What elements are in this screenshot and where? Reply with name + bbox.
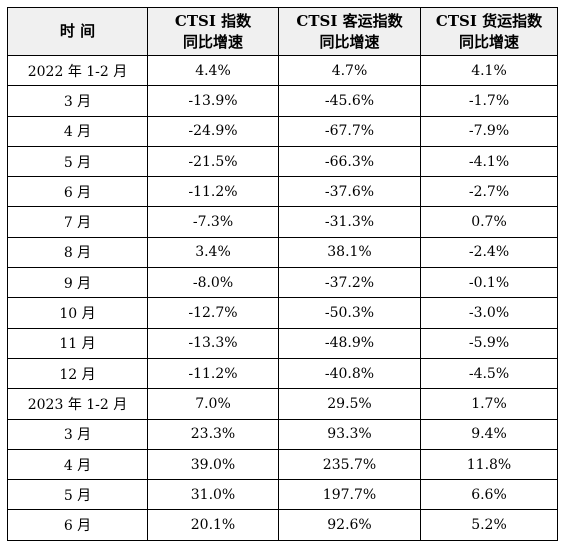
cell-passenger-growth: 92.6% <box>278 509 421 541</box>
cell-ctsi-index-growth: 3.4% <box>147 236 279 269</box>
cell-freight-growth: -4.1% <box>420 145 558 178</box>
cell-period: 3 月 <box>7 418 148 450</box>
cell-passenger-growth: -67.7% <box>278 115 421 147</box>
cell-ctsi-index-growth: 23.3% <box>147 418 279 450</box>
header-ctsi-freight: CTSI 货运指数 同比增速 <box>420 7 558 56</box>
cell-freight-growth: 6.6% <box>420 479 558 511</box>
table-row: 8 月 3.4% 38.1% -2.4% <box>7 236 558 269</box>
cell-passenger-growth: 93.3% <box>278 418 421 450</box>
cell-freight-growth: 0.7% <box>420 206 558 238</box>
cell-ctsi-index-growth: -13.3% <box>147 327 279 359</box>
table-row: 5 月 -21.5% -66.3% -4.1% <box>7 145 558 178</box>
cell-passenger-growth: 4.7% <box>278 54 421 87</box>
table-row: 11 月 -13.3% -48.9% -5.9% <box>7 327 558 359</box>
table-row: 4 月 39.0% 235.7% 11.8% <box>7 448 558 481</box>
cell-freight-growth: 1.7% <box>420 388 558 420</box>
cell-ctsi-index-growth: 4.4% <box>147 54 279 87</box>
header-ctsi-index-line1: CTSI 指数 <box>174 11 252 30</box>
table-row: 6 月 -11.2% -37.6% -2.7% <box>7 176 558 208</box>
header-ctsi-index-line2: 同比增速 <box>182 32 243 51</box>
cell-ctsi-index-growth: -8.0% <box>147 267 279 299</box>
cell-freight-growth: 9.4% <box>420 418 558 450</box>
cell-ctsi-index-growth: -11.2% <box>147 357 279 390</box>
cell-period: 9 月 <box>7 267 148 299</box>
cell-ctsi-index-growth: -24.9% <box>147 115 279 147</box>
cell-passenger-growth: -48.9% <box>278 327 421 359</box>
table-row: 3 月 23.3% 93.3% 9.4% <box>7 418 558 450</box>
cell-ctsi-index-growth: 20.1% <box>147 509 279 541</box>
header-ctsi-passenger-line2: 同比增速 <box>319 32 380 51</box>
cell-ctsi-index-growth: 31.0% <box>147 479 279 511</box>
header-ctsi-index: CTSI 指数 同比增速 <box>147 7 279 56</box>
cell-period: 3 月 <box>7 85 148 117</box>
cell-freight-growth: -0.1% <box>420 267 558 299</box>
ctsi-growth-table: 时 间 CTSI 指数 同比增速 CTSI 客运指数 同比增速 CTSI 货运指… <box>7 7 558 541</box>
cell-period: 11 月 <box>7 327 148 359</box>
cell-passenger-growth: -40.8% <box>278 357 421 390</box>
cell-passenger-growth: -45.6% <box>278 85 421 117</box>
header-ctsi-freight-line2: 同比增速 <box>458 32 519 51</box>
cell-freight-growth: 11.8% <box>420 448 558 481</box>
cell-period: 4 月 <box>7 448 148 481</box>
cell-passenger-growth: 38.1% <box>278 236 421 269</box>
cell-freight-growth: -2.4% <box>420 236 558 269</box>
table-row: 4 月 -24.9% -67.7% -7.9% <box>7 115 558 147</box>
cell-ctsi-index-growth: -7.3% <box>147 206 279 238</box>
table-header: 时 间 CTSI 指数 同比增速 CTSI 客运指数 同比增速 CTSI 货运指… <box>7 7 558 56</box>
header-ctsi-passenger: CTSI 客运指数 同比增速 <box>278 7 421 56</box>
cell-freight-growth: 4.1% <box>420 54 558 87</box>
cell-freight-growth: -3.0% <box>420 297 558 329</box>
cell-period: 6 月 <box>7 176 148 208</box>
cell-period: 2022 年 1-2 月 <box>7 54 148 87</box>
header-time: 时 间 <box>7 7 148 56</box>
cell-ctsi-index-growth: -13.9% <box>147 85 279 117</box>
cell-period: 4 月 <box>7 115 148 147</box>
table-row: 10 月 -12.7% -50.3% -3.0% <box>7 297 558 329</box>
cell-ctsi-index-growth: -12.7% <box>147 297 279 329</box>
cell-period: 2023 年 1-2 月 <box>7 388 148 420</box>
cell-period: 6 月 <box>7 509 148 541</box>
cell-freight-growth: -7.9% <box>420 115 558 147</box>
cell-freight-growth: -4.5% <box>420 357 558 390</box>
header-time-label: 时 间 <box>59 22 96 40</box>
cell-period: 12 月 <box>7 357 148 390</box>
cell-freight-growth: 5.2% <box>420 509 558 541</box>
cell-passenger-growth: -31.3% <box>278 206 421 238</box>
table-row: 3 月 -13.9% -45.6% -1.7% <box>7 85 558 117</box>
header-ctsi-passenger-line1: CTSI 客运指数 <box>296 11 403 30</box>
cell-passenger-growth: -66.3% <box>278 145 421 178</box>
cell-period: 5 月 <box>7 145 148 178</box>
header-ctsi-freight-line1: CTSI 货运指数 <box>435 11 543 30</box>
table-row: 6 月 20.1% 92.6% 5.2% <box>7 509 558 541</box>
cell-ctsi-index-growth: 7.0% <box>147 388 279 420</box>
cell-ctsi-index-growth: -11.2% <box>147 176 279 208</box>
header-row: 时 间 CTSI 指数 同比增速 CTSI 客运指数 同比增速 CTSI 货运指… <box>7 7 558 56</box>
cell-passenger-growth: -37.2% <box>278 267 421 299</box>
table-row: 2023 年 1-2 月 7.0% 29.5% 1.7% <box>7 388 558 420</box>
cell-passenger-growth: 197.7% <box>278 479 421 511</box>
cell-freight-growth: -5.9% <box>420 327 558 359</box>
cell-period: 8 月 <box>7 236 148 269</box>
table-row: 7 月 -7.3% -31.3% 0.7% <box>7 206 558 238</box>
cell-freight-growth: -2.7% <box>420 176 558 208</box>
cell-period: 10 月 <box>7 297 148 329</box>
table-row: 2022 年 1-2 月 4.4% 4.7% 4.1% <box>7 54 558 87</box>
cell-passenger-growth: -50.3% <box>278 297 421 329</box>
ctsi-table-container: 时 间 CTSI 指数 同比增速 CTSI 客运指数 同比增速 CTSI 货运指… <box>7 7 558 541</box>
table-row: 12 月 -11.2% -40.8% -4.5% <box>7 357 558 390</box>
cell-ctsi-index-growth: -21.5% <box>147 145 279 178</box>
cell-passenger-growth: -37.6% <box>278 176 421 208</box>
cell-passenger-growth: 235.7% <box>278 448 421 481</box>
table-body: 2022 年 1-2 月 4.4% 4.7% 4.1% 3 月 -13.9% -45.6% -… <box>7 54 558 541</box>
cell-period: 7 月 <box>7 206 148 238</box>
table-row: 9 月 -8.0% -37.2% -0.1% <box>7 267 558 299</box>
cell-passenger-growth: 29.5% <box>278 388 421 420</box>
table-row: 5 月 31.0% 197.7% 6.6% <box>7 479 558 511</box>
cell-period: 5 月 <box>7 479 148 511</box>
cell-freight-growth: -1.7% <box>420 85 558 117</box>
cell-ctsi-index-growth: 39.0% <box>147 448 279 481</box>
